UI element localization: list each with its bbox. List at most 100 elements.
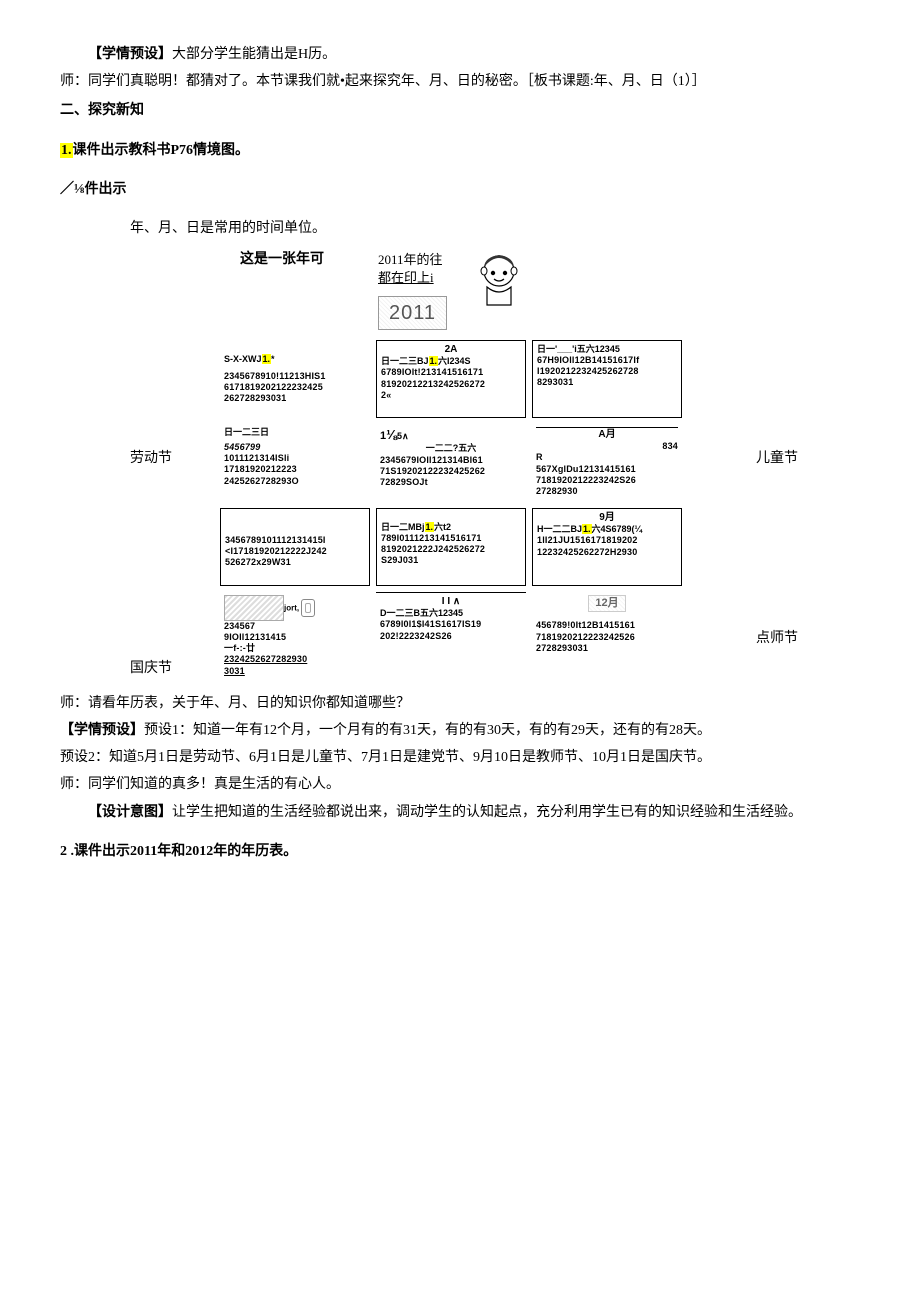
m8-l2: 8192021222J242526272 <box>381 544 521 555</box>
m6-sub: 834 <box>536 441 678 452</box>
m9-hl: 1. <box>582 524 592 534</box>
callout-line-1: 2011年的往 <box>378 251 447 269</box>
m2-h2: 六I234S <box>438 356 471 366</box>
m11-l1: 6789l0l1$l41S1617IS19 <box>380 619 522 630</box>
m5-t1: ⅛ <box>386 427 397 442</box>
m9-title: 9月 <box>537 512 677 525</box>
month-6: A月 834 R 567XglDu12131415161 71819202122… <box>532 424 682 502</box>
m3-l2: I1920212232425262728 <box>537 366 677 377</box>
m12-l1: 456789!0It12B1415161 <box>536 620 678 631</box>
m11-title: I I ∧ <box>380 596 522 609</box>
m3-l3: 8293031 <box>537 377 677 388</box>
courseware-label: ／⅛件出示 <box>60 177 860 202</box>
m3-l1: 67H9IOll12B14151617If <box>537 355 677 366</box>
para-teacher-2: 师：同学们知道的真多！真是生活的有心人。 <box>60 772 860 797</box>
m1-hdr: S-X-XWJ <box>224 354 262 364</box>
m8-hl: 1. <box>425 522 435 532</box>
month-12: 12月 456789!0It12B1415161 718192021222324… <box>532 592 682 681</box>
month-4: 日一二三日 5456799 1011121314ISli 17181920212… <box>220 424 370 502</box>
m5-l2: 71S19202122232425262 <box>380 466 522 477</box>
m9-l1: 1lI21JU1516171819202 <box>537 535 677 546</box>
label-situation-preset: 【学情预设】 <box>88 47 172 62</box>
heading-section-2: 二、探究新知 <box>60 98 860 123</box>
m2-hdr: 日一二三BJ <box>381 356 429 366</box>
m12-l3: 2728293031 <box>536 643 678 654</box>
m12-l2: 7181920212223242526 <box>536 632 678 643</box>
m5-hdr: 一二二?五六 <box>380 443 522 454</box>
m1-l2: 6171819202122232425 <box>224 382 366 393</box>
month-3: 日一'___'i五六12345 67H9IOll12B14151617If I1… <box>532 340 682 418</box>
m10-l3: 2324252627282930 <box>224 654 366 665</box>
label-preset: 【学情预设】 <box>60 723 144 738</box>
m4-l3: 2425262728293O <box>224 476 366 487</box>
m7-l2: <I17181920212222J242 <box>225 546 365 557</box>
m11-hdr: D一二三B五六12345 <box>380 608 522 619</box>
m8-l1: 789I0111213141516171 <box>381 533 521 544</box>
callout-left-text: 这是一张年可 <box>240 247 324 272</box>
m2-l3: 2« <box>381 390 521 401</box>
courseware-line: 年、月、日是常用的时间单位。 <box>130 216 860 241</box>
m10-l2: 一f-:-廿 <box>224 643 366 654</box>
m6-l1: 567XglDu12131415161 <box>536 464 678 475</box>
year-badge: 2011 <box>378 296 447 330</box>
text-situation-preset: 大部分学生能猜出是H历。 <box>172 47 336 62</box>
label-design-intent: 【设计意图】 <box>88 805 172 820</box>
m9-hdr: H一二二BJ <box>537 524 582 534</box>
label-labor-day: 劳动节 <box>130 450 172 468</box>
m8-h2: 六t2 <box>434 522 451 532</box>
m7-l3: 526272x29W31 <box>225 557 365 568</box>
m6-l3: 27282930 <box>536 486 678 497</box>
m2-hl: 1. <box>429 356 439 366</box>
month-7: 3456789101112131415I <I17181920212222J24… <box>220 508 370 586</box>
item-2-heading: 2 .课件出示2011年和2012年的年历表。 <box>60 839 860 864</box>
m4-l2: 17181920212223 <box>224 464 366 475</box>
m9-h2: 六4S6789(¼ <box>592 524 643 534</box>
m1-l1: 2345678910!11213HIS1 <box>224 371 366 382</box>
m1-hl: 1. <box>262 354 272 364</box>
month-8: 日一二MBj1.六t2 789I0111213141516171 8192021… <box>376 508 526 586</box>
m11-l2: 202!2223242S26 <box>380 631 522 642</box>
m1-h3: * <box>271 354 275 364</box>
month-10: jort, 234567 9IOll12131415 一f-:-廿 232425… <box>220 592 370 681</box>
m3-hdr: 日一'___'i五六12345 <box>537 344 677 355</box>
m8-hdr: 日一二MBj <box>381 522 425 532</box>
m5-t2: 5∧ <box>397 431 409 441</box>
m10-l0: 234567 <box>224 621 366 632</box>
m10-l1: 9IOll12131415 <box>224 632 366 643</box>
month-11: I I ∧ D一二三B五六12345 6789l0l1$l41S1617IS19… <box>376 592 526 681</box>
m4-l1: 1011121314ISli <box>224 453 366 464</box>
m4-l0: 5456799 <box>224 442 366 453</box>
m5-l1: 2345679IOll121314Bl61 <box>380 455 522 466</box>
speech-callout: 2011年的往 都在印上i 2011 <box>364 247 461 335</box>
callout-row: 这是一张年可 2011年的往 都在印上i 2011 <box>60 247 860 335</box>
m2-l2: 81920212213242526272 <box>381 379 521 390</box>
m10-imglbl: jort, <box>284 603 299 612</box>
m6-hdr: R <box>536 452 678 463</box>
callout-line-2: 都在印上i <box>378 269 447 287</box>
month-1: S-X-XWJ1.* 2345678910!11213HIS1 61718192… <box>220 340 370 418</box>
m5-l3: 72829SOJt <box>380 477 522 488</box>
m7-l1: 3456789101112131415I <box>225 535 365 546</box>
decorative-stripe-icon <box>224 595 284 621</box>
label-teacher-day: 点师节 <box>756 630 798 648</box>
m1-l3: 262728293031 <box>224 393 366 404</box>
m2-title: 2A <box>381 344 521 357</box>
month-9: 9月 H一二二BJ1.六4S6789(¼ 1lI21JU151617181920… <box>532 508 682 586</box>
m8-l3: S29J031 <box>381 555 521 566</box>
m10-l4: 3031 <box>224 666 366 677</box>
m9-l2: 12232425262272H2930 <box>537 547 677 558</box>
label-children-day: 儿童节 <box>756 450 798 468</box>
month-12-badge: 12月 <box>588 595 625 613</box>
tiny-card-icon <box>301 599 315 617</box>
item-1-heading: 1.课件出示教科书P76情境图。 <box>60 138 860 163</box>
para-teacher-question-1: 师：请看年历表，关于年、月、日的知识你都知道哪些？ <box>60 691 860 716</box>
month-2: 2A 日一二三BJ1.六I234S 6789IOlt!213141516171 … <box>376 340 526 418</box>
m4-hdr: 日一二三日 <box>224 427 366 438</box>
m6-title: A月 <box>536 427 678 442</box>
text-design-intent: 让学生把知道的生活经验都说出来，调动学生的认知起点，充分利用学生已有的知识经验和… <box>172 805 802 820</box>
text-preset-1: 预设1：知道一年有12个月，一个月有的有31天，有的有30天，有的有29天，还有… <box>144 723 711 738</box>
item-1-number: 1. <box>60 143 73 158</box>
para-design-intent: 【设计意图】让学生把知道的生活经验都说出来，调动学生的认知起点，充分利用学生已有… <box>60 800 860 825</box>
para-teacher-1: 师：同学们真聪明！都猜对了。本节课我们就•起来探究年、月、日的秘密。［板书课题:… <box>60 69 860 94</box>
para-preset-1: 【学情预设】预设1：知道一年有12个月，一个月有的有31天，有的有30天，有的有… <box>60 718 860 743</box>
